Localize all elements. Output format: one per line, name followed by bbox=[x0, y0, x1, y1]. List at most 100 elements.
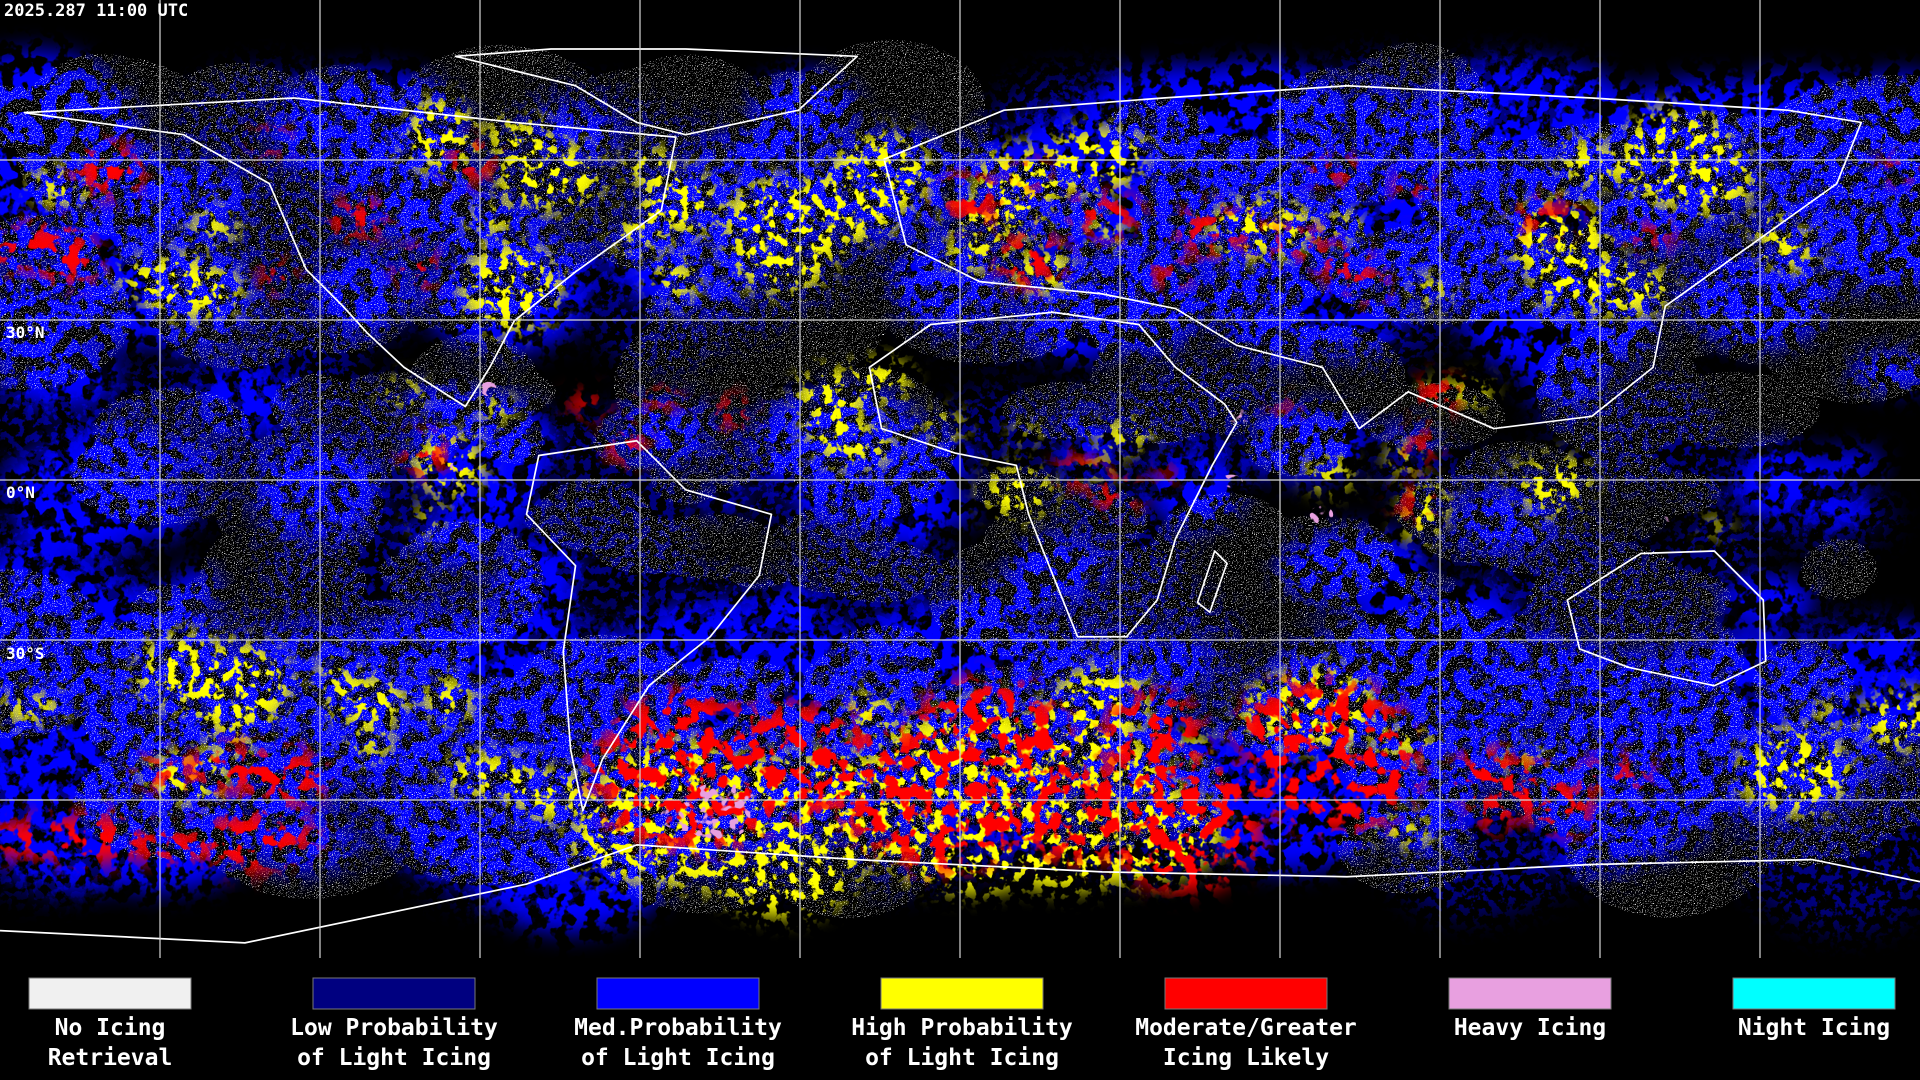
icing-patch bbox=[1326, 223, 1544, 326]
icing-patch bbox=[637, 169, 721, 238]
icing-patch bbox=[690, 816, 740, 840]
icing-patch bbox=[204, 810, 295, 874]
legend-label: of Light Icing bbox=[865, 1045, 1059, 1071]
icing-patch bbox=[1371, 600, 1511, 690]
icing-patch bbox=[1649, 371, 1821, 449]
coast-south-america bbox=[525, 439, 773, 812]
legend-label: Retrieval bbox=[48, 1045, 173, 1071]
icing-patch bbox=[718, 532, 801, 589]
icing-patch bbox=[444, 369, 557, 417]
icing-patch bbox=[1626, 226, 1676, 248]
icing-patch bbox=[1518, 455, 1592, 517]
icing-patch bbox=[993, 496, 1036, 515]
icing-patch bbox=[476, 394, 515, 422]
coast-antarctica bbox=[0, 844, 1920, 944]
icing-patch bbox=[494, 139, 606, 213]
icing-patch bbox=[187, 210, 241, 244]
icing-patch bbox=[127, 826, 213, 864]
icing-patch bbox=[259, 263, 294, 289]
icing-patch bbox=[1517, 772, 1576, 810]
icing-patch bbox=[1693, 267, 1833, 365]
icing-patch bbox=[1055, 456, 1098, 485]
icing-patch bbox=[1669, 523, 1751, 559]
icing-patch bbox=[939, 175, 1001, 225]
icing-patch bbox=[1751, 212, 1792, 244]
icing-patch bbox=[643, 390, 680, 408]
icing-patch bbox=[1374, 815, 1437, 846]
icing-patch bbox=[229, 768, 277, 794]
icing-patch bbox=[818, 541, 942, 603]
icing-patch bbox=[649, 257, 700, 302]
icing-patch bbox=[525, 499, 598, 539]
icing-patch bbox=[1456, 379, 1494, 405]
icing-patch bbox=[396, 250, 439, 288]
coast-africa bbox=[868, 311, 1238, 638]
coast-madagascar bbox=[1196, 550, 1228, 614]
icing-patch bbox=[1814, 449, 1885, 481]
icing-patch bbox=[1416, 376, 1459, 413]
legend-label: of Light Icing bbox=[581, 1045, 775, 1071]
icing-patch bbox=[1463, 766, 1535, 799]
icing-patch bbox=[1142, 262, 1192, 284]
coast-north-america bbox=[23, 97, 677, 408]
icing-patch bbox=[1718, 573, 1815, 627]
icing-patch bbox=[1177, 207, 1237, 254]
lat-label: 0°N bbox=[6, 483, 35, 502]
icing-patch bbox=[441, 751, 536, 800]
icing-patch bbox=[1412, 274, 1454, 307]
icing-patch bbox=[1219, 474, 1243, 488]
lat-label: 30°S bbox=[6, 644, 45, 663]
icing-patch bbox=[721, 205, 777, 247]
icing-patch bbox=[137, 755, 186, 789]
icing-patch bbox=[480, 381, 497, 397]
legend-swatch bbox=[1164, 977, 1328, 1010]
legend-label: Night Icing bbox=[1738, 1015, 1890, 1041]
lat-label: 30°N bbox=[6, 323, 45, 342]
icing-patch bbox=[1808, 701, 1857, 722]
icing-patch bbox=[466, 206, 517, 234]
icing-patch bbox=[1729, 442, 1827, 521]
icing-patch bbox=[446, 142, 496, 182]
icing-patch bbox=[845, 788, 943, 851]
icing-patch bbox=[72, 145, 146, 196]
icing-patch bbox=[1393, 571, 1456, 599]
icing-patch bbox=[1878, 159, 1919, 180]
icing-patch bbox=[1313, 768, 1388, 816]
icing-patch bbox=[1092, 476, 1141, 510]
legend-swatch bbox=[880, 977, 1044, 1010]
icing-patch bbox=[794, 367, 868, 420]
icing-patch bbox=[0, 693, 69, 724]
graticule bbox=[0, 0, 1920, 958]
icing-patch bbox=[1109, 766, 1262, 893]
icing-patch bbox=[1070, 194, 1142, 236]
legend-swatch bbox=[1448, 977, 1612, 1010]
icing-patch bbox=[450, 461, 470, 472]
icing-patch bbox=[997, 231, 1064, 286]
icing-patch bbox=[1016, 159, 1049, 187]
icing-patch bbox=[0, 241, 132, 390]
icing-patch bbox=[1803, 770, 1847, 793]
icing-patch bbox=[1581, 758, 1654, 790]
icing-patch bbox=[1189, 364, 1278, 436]
coast-greenland bbox=[454, 48, 859, 136]
icing-patch bbox=[1309, 505, 1334, 524]
icing-patch bbox=[983, 696, 1069, 756]
icing-patch bbox=[928, 538, 1095, 657]
icing-patch bbox=[941, 236, 1012, 271]
icing-patch bbox=[1539, 610, 1693, 741]
icing-patch bbox=[253, 128, 289, 153]
icing-patch bbox=[723, 721, 852, 792]
icing-patch bbox=[326, 199, 389, 237]
legend-label: Med.Probability bbox=[574, 1015, 782, 1041]
icing-patch bbox=[1512, 202, 1580, 232]
icing-patch bbox=[802, 644, 942, 719]
icing-patch bbox=[11, 221, 90, 268]
legend-label: Heavy Icing bbox=[1454, 1015, 1606, 1041]
icing-patch bbox=[380, 380, 429, 404]
icing-patch bbox=[1103, 132, 1149, 157]
icing-patch bbox=[1404, 432, 1439, 461]
icing-patch bbox=[345, 732, 397, 760]
timestamp: 2025.287 11:00 UTC bbox=[4, 1, 188, 21]
icing-patch bbox=[0, 85, 76, 149]
icing-patch bbox=[511, 767, 592, 822]
